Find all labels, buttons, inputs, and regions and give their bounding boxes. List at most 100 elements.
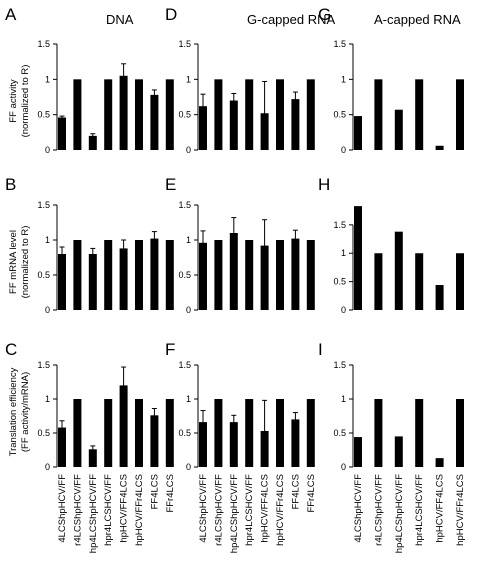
- bar-b: [135, 240, 143, 310]
- category-label-1: hpHCV/FFr4LCS: [275, 474, 286, 546]
- bar-e: [214, 240, 223, 310]
- bar-f: [306, 399, 315, 467]
- category-label-0: hpr4LCSHCV/FF: [103, 474, 114, 546]
- category-label-2: r4LCShpHCV/FF: [373, 474, 384, 546]
- y-tick-label-a: 1: [45, 74, 50, 84]
- y-tick-label-b: 1.5: [37, 200, 50, 210]
- col-title-g-capped: G-capped RNA: [247, 12, 335, 27]
- bar-g: [354, 116, 362, 150]
- bar-b: [150, 238, 159, 310]
- bar-c: [104, 399, 113, 467]
- bar-d: [245, 79, 254, 150]
- bar-c: [73, 399, 82, 467]
- y-tick-label-b: 0.5: [37, 270, 50, 280]
- panel-letter-h: H: [318, 175, 330, 194]
- bar-h: [354, 206, 362, 310]
- bar-f: [199, 422, 207, 467]
- bar-b: [73, 240, 82, 310]
- y-tick-label-d: 0.5: [178, 110, 191, 120]
- y-tick-label-f: 0: [186, 462, 191, 472]
- y-tick-label-i: 0: [341, 462, 346, 472]
- bar-e: [229, 233, 238, 310]
- category-label-0: hp4LCShpHCV/FF: [88, 474, 99, 553]
- bar-f: [276, 399, 284, 467]
- bar-a: [88, 135, 97, 150]
- bar-a: [135, 79, 143, 150]
- y-tick-label-h: 1.5: [333, 220, 346, 230]
- ylabel-row3-line1: Translation efficiency: [8, 367, 19, 456]
- bar-i: [456, 399, 464, 467]
- y-tick-label-f: 1.5: [178, 360, 191, 370]
- bar-i: [435, 458, 444, 467]
- y-tick-label-d: 1: [186, 74, 191, 84]
- bar-e: [245, 240, 254, 310]
- category-label-1: FFr4LCS: [306, 474, 317, 513]
- bar-h: [435, 285, 444, 310]
- bar-i: [354, 437, 362, 467]
- y-tick-label-i: 0.5: [333, 428, 346, 438]
- bar-g: [456, 79, 464, 150]
- category-label-0: hpHCV/FFr4LCS: [134, 474, 145, 546]
- y-tick-label-c: 1: [45, 394, 50, 404]
- y-tick-label-h: 0.5: [333, 277, 346, 287]
- col-title-dna: DNA: [106, 12, 134, 27]
- y-tick-label-c: 0.5: [37, 428, 50, 438]
- bar-f: [214, 399, 223, 467]
- category-label-1: FF4LCS: [290, 474, 301, 509]
- ylabel-row2-line2: (normalized to R): [20, 226, 31, 299]
- bar-b: [58, 254, 66, 310]
- bar-d: [276, 79, 284, 150]
- panel-letter-d: D: [165, 5, 177, 24]
- category-label-0: FF4LCS: [149, 474, 160, 509]
- panel-letter-f: F: [165, 340, 175, 359]
- ylabel-row2-line1: FF mRNA level: [8, 230, 19, 294]
- y-tick-label-i: 1: [341, 394, 346, 404]
- bar-c: [119, 385, 128, 467]
- bar-f: [229, 422, 238, 467]
- bar-c: [88, 449, 97, 467]
- category-label-2: hpr4LCSHCV/FF: [414, 474, 425, 546]
- y-tick-label-b: 0: [45, 305, 50, 315]
- panel-letter-i: I: [318, 340, 323, 359]
- y-tick-label-b: 1: [45, 235, 50, 245]
- bar-b: [165, 240, 174, 310]
- y-tick-label-a: 1.5: [37, 39, 50, 49]
- y-tick-label-e: 0.5: [178, 270, 191, 280]
- category-label-0: r4LCShpHCV/FF: [72, 474, 83, 546]
- bar-i: [415, 399, 424, 467]
- bar-d: [306, 79, 315, 150]
- bar-a: [165, 79, 174, 150]
- bar-a: [58, 117, 66, 150]
- y-tick-label-d: 0: [186, 145, 191, 155]
- bar-c: [58, 427, 66, 467]
- bar-b: [88, 254, 97, 310]
- bar-a: [73, 79, 82, 150]
- bar-d: [229, 100, 238, 150]
- ylabel-row1-line2: (normalized to R): [20, 65, 31, 138]
- y-tick-label-c: 0: [45, 462, 50, 472]
- category-label-1: hp4LCShpHCV/FF: [229, 474, 240, 553]
- bar-c: [165, 399, 174, 467]
- category-label-1: hpHCV/FF4LCS: [260, 474, 271, 543]
- bar-a: [104, 79, 113, 150]
- bar-f: [291, 419, 300, 467]
- panel-letter-e: E: [165, 175, 176, 194]
- bar-i: [374, 399, 383, 467]
- bar-a: [150, 94, 159, 150]
- bar-f: [245, 399, 254, 467]
- bar-d: [214, 79, 223, 150]
- bar-b: [119, 248, 128, 310]
- bar-d: [291, 99, 300, 150]
- y-tick-label-i: 1.5: [333, 360, 346, 370]
- y-tick-label-e: 1.5: [178, 200, 191, 210]
- y-tick-label-h: 0: [341, 305, 346, 315]
- bar-c: [135, 399, 143, 467]
- bar-h: [415, 253, 424, 310]
- bar-g: [374, 79, 383, 150]
- bar-h: [394, 231, 403, 310]
- panel-letter-b: B: [5, 175, 16, 194]
- category-label-1: 4LCShpHCV/FF: [198, 474, 209, 543]
- category-label-2: hpHCV/FF4LCS: [435, 474, 446, 543]
- bar-e: [260, 245, 269, 310]
